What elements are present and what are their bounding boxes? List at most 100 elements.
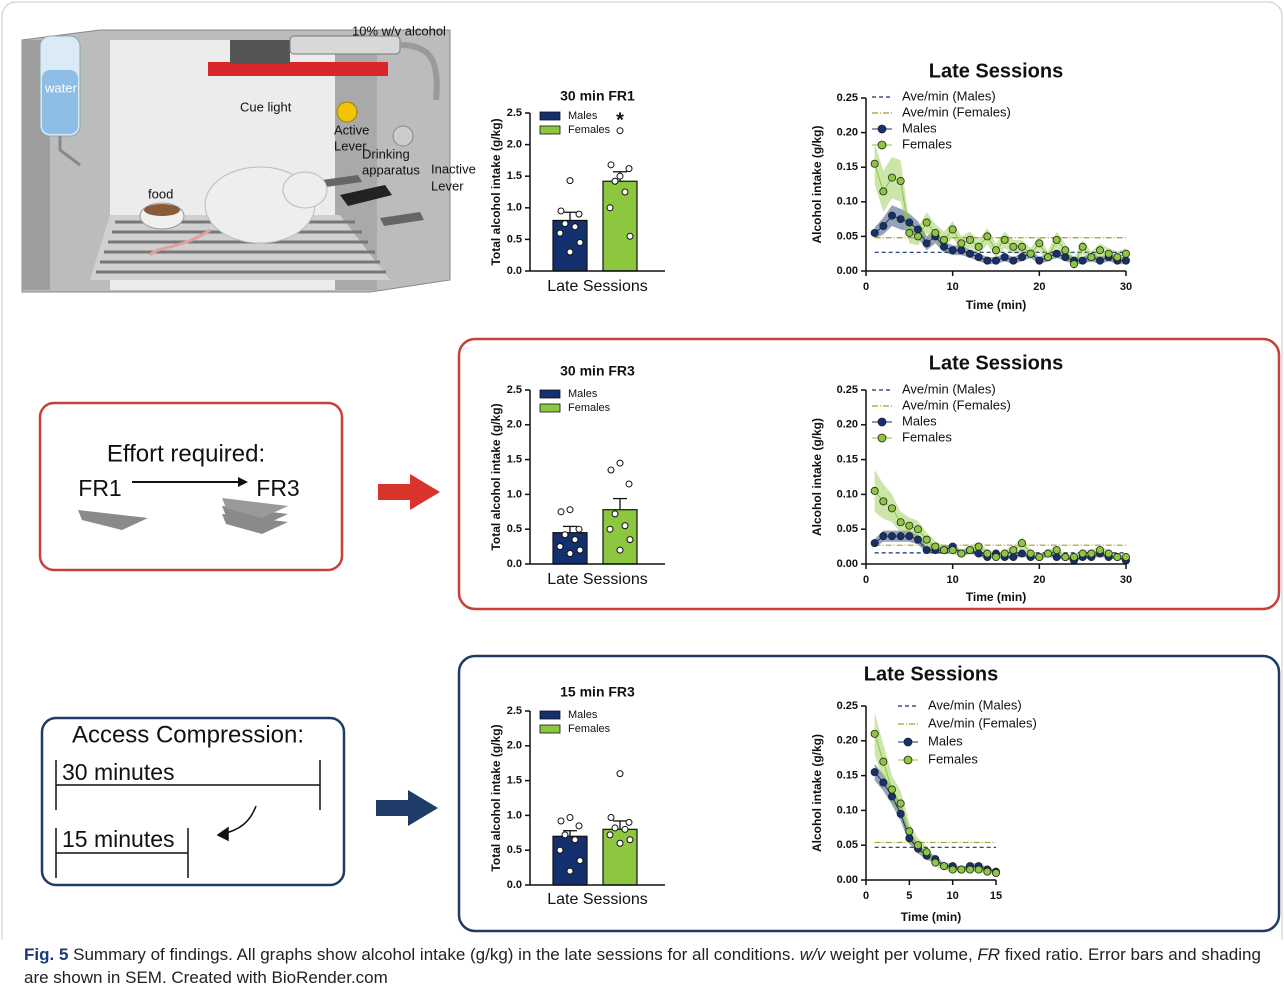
- data-point: [1087, 549, 1096, 558]
- data-point: [566, 550, 574, 558]
- x-tick-label: 20: [1033, 281, 1045, 293]
- y-tick-label: 1.0: [507, 809, 522, 821]
- y-tick-label: 0.5: [507, 523, 522, 535]
- red-arrow: [378, 474, 440, 510]
- y-tick-label: 2.0: [507, 139, 522, 151]
- data-point: [1113, 553, 1122, 562]
- data-point: [940, 546, 949, 555]
- chart-title: 30 min FR3: [560, 363, 635, 379]
- significance-marker: *: [616, 109, 624, 131]
- y-tick-label: 0.5: [507, 844, 522, 856]
- y-tick-label: 0.05: [837, 230, 858, 242]
- y-tick-label: 0.00: [837, 265, 858, 277]
- data-point: [940, 242, 949, 251]
- data-point: [1122, 553, 1131, 562]
- data-point: [914, 525, 923, 534]
- legend-swatch: [539, 403, 561, 413]
- data-point: [1061, 253, 1070, 262]
- x-tick-label: 0: [863, 281, 869, 293]
- data-point: [1096, 256, 1105, 265]
- figure: 10% w/v alcohol water Cue light Active L…: [1, 1, 1283, 940]
- data-point: [905, 228, 914, 237]
- x-tick-label: 20: [1033, 574, 1045, 586]
- data-point: [992, 256, 1001, 265]
- y-tick-label: 0.00: [837, 558, 858, 570]
- data-point: [948, 225, 957, 234]
- data-point: [1009, 553, 1018, 562]
- data-point: [1052, 249, 1061, 258]
- chart-title: Late Sessions: [864, 663, 999, 685]
- y-tick-label: 1.5: [507, 170, 522, 182]
- data-point: [625, 818, 633, 826]
- data-point: [870, 729, 879, 738]
- data-point: [1035, 553, 1044, 562]
- data-point: [896, 532, 905, 541]
- blue-arrow: [376, 790, 438, 826]
- inactive-lever-label: Inactive: [431, 161, 476, 176]
- data-point: [879, 532, 888, 541]
- data-point: [1018, 242, 1027, 251]
- data-point: [566, 506, 574, 514]
- data-point: [922, 218, 931, 227]
- data-point: [966, 546, 975, 555]
- legend-label: Males: [928, 733, 963, 748]
- legend-marker: [877, 417, 887, 427]
- data-point: [1061, 246, 1070, 255]
- compression-panel: [40, 716, 346, 887]
- y-tick-label: 0.0: [507, 879, 522, 891]
- legend-marker: [903, 755, 913, 765]
- legend-marker: [877, 140, 887, 150]
- data-point: [896, 215, 905, 224]
- data-point: [966, 865, 975, 874]
- data-point: [896, 809, 905, 818]
- error-band: [874, 470, 1126, 560]
- data-point: [966, 235, 975, 244]
- data-point: [879, 497, 888, 506]
- data-point: [922, 848, 931, 857]
- data-point: [607, 161, 615, 169]
- bar: [552, 219, 588, 272]
- data-point: [1052, 553, 1061, 562]
- data-point: [616, 546, 624, 554]
- data-point: [974, 542, 983, 551]
- data-point: [931, 228, 940, 237]
- data-point: [1018, 539, 1027, 548]
- data-point: [561, 531, 569, 539]
- data-point: [948, 246, 957, 255]
- data-point: [606, 204, 614, 212]
- data-point: [571, 536, 579, 544]
- x-axis-label: Time (min): [966, 590, 1026, 604]
- data-point: [896, 177, 905, 186]
- legend-label: Males: [568, 110, 598, 122]
- alcohol-label: 10% w/v alcohol: [352, 23, 446, 38]
- effort-from: FR1: [78, 475, 121, 501]
- data-point: [1104, 549, 1113, 558]
- fr3-box: [457, 337, 1281, 611]
- data-point: [870, 486, 879, 495]
- data-point: [566, 248, 574, 256]
- data-point: [556, 846, 564, 854]
- y-tick-label: 0.00: [837, 874, 858, 886]
- compression-box: [457, 654, 1281, 933]
- y-tick-label: 0.10: [837, 804, 858, 816]
- data-point: [888, 173, 897, 182]
- data-point: [1122, 256, 1131, 265]
- data-point: [905, 834, 914, 843]
- effort-panel: [38, 401, 344, 572]
- data-point: [1000, 235, 1009, 244]
- data-point: [896, 799, 905, 808]
- data-point: [1078, 549, 1087, 558]
- data-point: [626, 836, 634, 844]
- legend-label: Ave/min (Females): [928, 715, 1037, 730]
- x-tick-label: 0: [863, 890, 869, 902]
- data-point: [557, 817, 565, 825]
- data-point: [992, 553, 1001, 562]
- data-point: [1070, 553, 1079, 562]
- data-point: [966, 249, 975, 258]
- data-point: [948, 546, 957, 555]
- data-point: [1009, 546, 1018, 555]
- data-point: [626, 232, 634, 240]
- y-tick-label: 0.15: [837, 161, 858, 173]
- data-point: [606, 831, 614, 839]
- data-point: [576, 857, 584, 865]
